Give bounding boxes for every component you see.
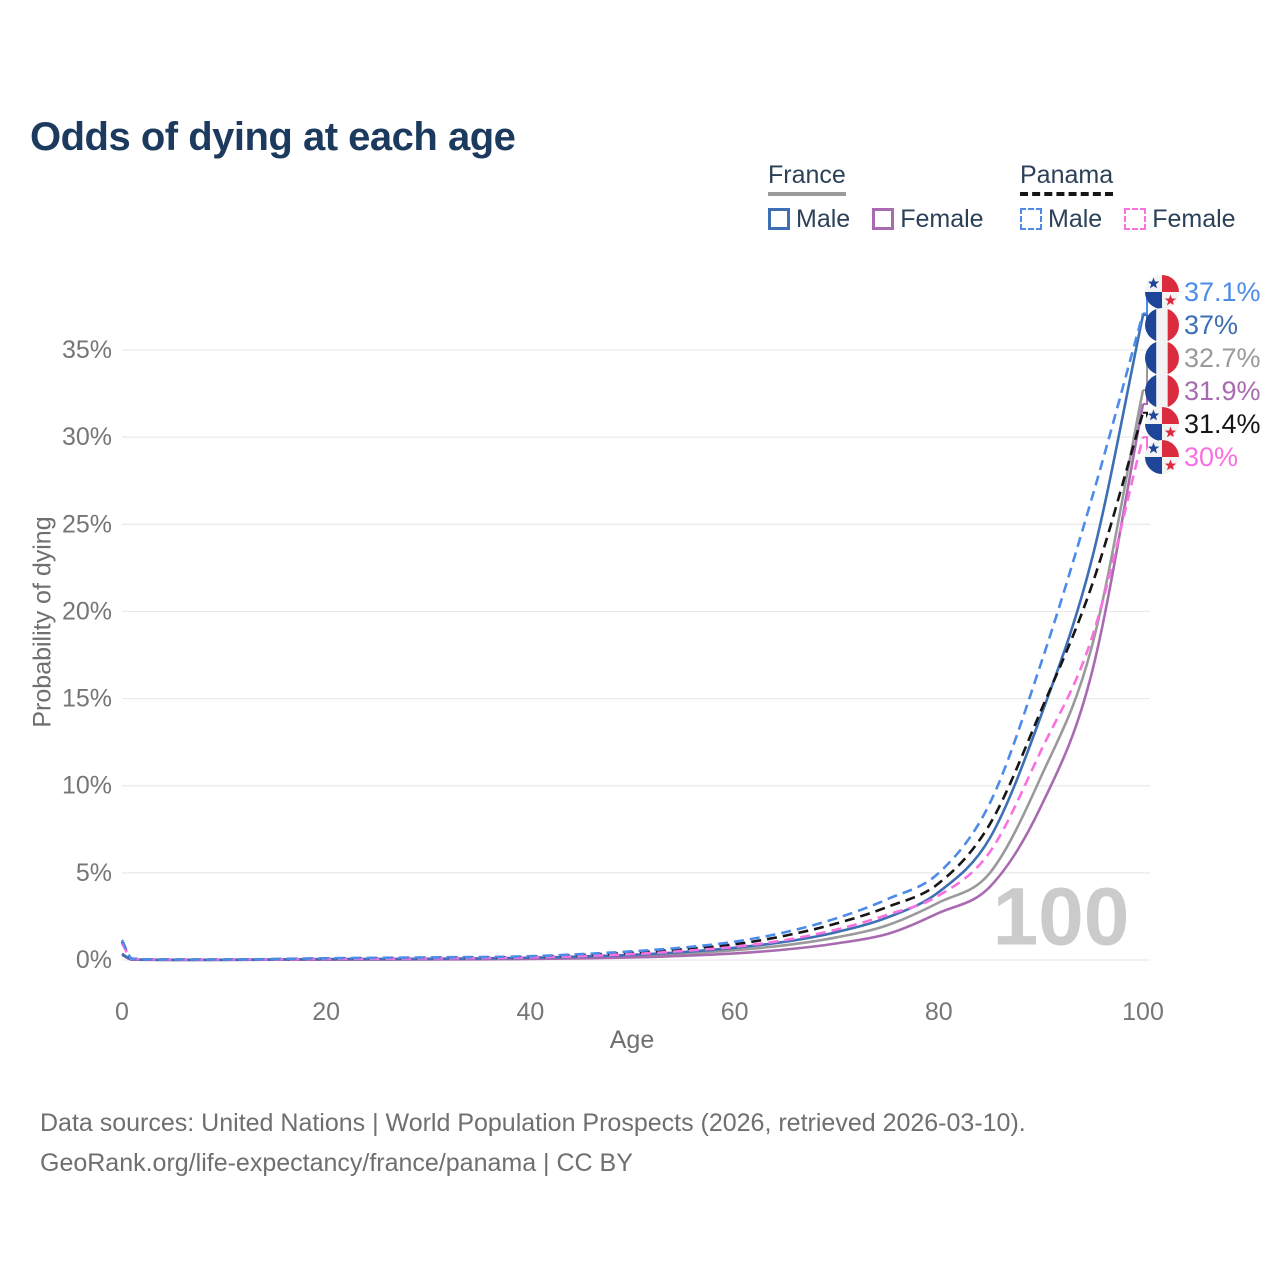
page-title: Odds of dying at each age — [30, 114, 516, 159]
france-male-swatch-icon — [768, 208, 790, 230]
legend-item-france-female[interactable]: Female — [872, 204, 984, 234]
legend-group-panama: Panama Male Female — [1020, 161, 1236, 234]
series-line-panama-male[interactable] — [120, 313, 1145, 961]
legend-item-france-male[interactable]: Male — [768, 205, 850, 234]
series-line-france-both[interactable] — [121, 389, 1145, 962]
end-label-france-female: 31.9% — [1184, 376, 1261, 406]
end-label-panama-male: 37.1% — [1184, 277, 1261, 307]
panama-flag-icon — [1145, 407, 1179, 441]
y-tick-label: 20% — [62, 597, 112, 625]
legend-item-label: Male — [1048, 204, 1103, 233]
legend-country-panama: Panama — [1020, 161, 1114, 196]
y-axis-title: Probability of dying — [28, 516, 57, 728]
footer: Data sources: United Nations | World Pop… — [40, 1103, 1026, 1183]
legend-item-label: Male — [796, 204, 851, 233]
end-label-panama-female: 30% — [1184, 442, 1238, 472]
france-flag-icon — [1145, 374, 1179, 408]
panama-male-swatch-icon — [1020, 208, 1042, 230]
legend-item-label: Female — [1152, 204, 1236, 233]
france-flag-icon — [1145, 341, 1179, 375]
end-label-panama-both: 31.4% — [1184, 409, 1261, 439]
panama-female-swatch-icon — [1124, 208, 1147, 230]
series-line-france-female[interactable] — [121, 403, 1145, 962]
france-flag-icon — [1145, 308, 1179, 342]
y-tick-label: 5% — [76, 859, 112, 887]
x-tick-label: 0 — [115, 998, 129, 1026]
x-tick-label: 40 — [516, 998, 544, 1026]
data-sources-line: Data sources: United Nations | World Pop… — [40, 1109, 1026, 1137]
x-tick-label: 60 — [721, 998, 749, 1026]
panama-flag-icon — [1145, 275, 1179, 309]
x-tick-label: 100 — [1122, 998, 1164, 1026]
end-label-france-male: 37% — [1184, 310, 1238, 340]
end-label-france-both: 32.7% — [1184, 343, 1261, 373]
series-line-france-male[interactable] — [121, 314, 1145, 962]
attribution-line: GeoRank.org/life-expectancy/france/panam… — [40, 1149, 633, 1177]
y-tick-label: 25% — [62, 510, 112, 538]
legend-item-panama-male[interactable]: Male — [1020, 205, 1102, 234]
y-tick-label: 35% — [62, 336, 112, 364]
x-tick-label: 80 — [925, 998, 953, 1026]
legend-item-panama-female[interactable]: Female — [1124, 204, 1236, 234]
age-watermark: 100 — [993, 872, 1130, 963]
france-female-swatch-icon — [872, 208, 895, 230]
x-axis-title: Age — [609, 1026, 655, 1054]
y-tick-label: 0% — [76, 946, 112, 974]
legend-country-france: France — [768, 161, 846, 196]
legend-item-label: Female — [900, 204, 984, 233]
x-tick-label: 20 — [312, 998, 340, 1026]
y-tick-label: 30% — [62, 423, 112, 451]
y-tick-label: 15% — [62, 685, 112, 713]
panama-flag-icon — [1145, 440, 1179, 474]
series-line-panama-both[interactable] — [120, 412, 1145, 961]
legend-group-france: France Male Female — [768, 161, 984, 234]
y-tick-label: 10% — [62, 772, 112, 800]
